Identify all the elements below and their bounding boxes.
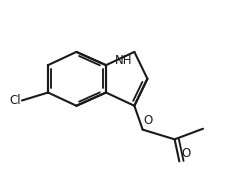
Text: Cl: Cl: [9, 94, 21, 107]
Text: O: O: [182, 147, 191, 160]
Text: NH: NH: [114, 54, 132, 67]
Text: O: O: [144, 114, 153, 127]
